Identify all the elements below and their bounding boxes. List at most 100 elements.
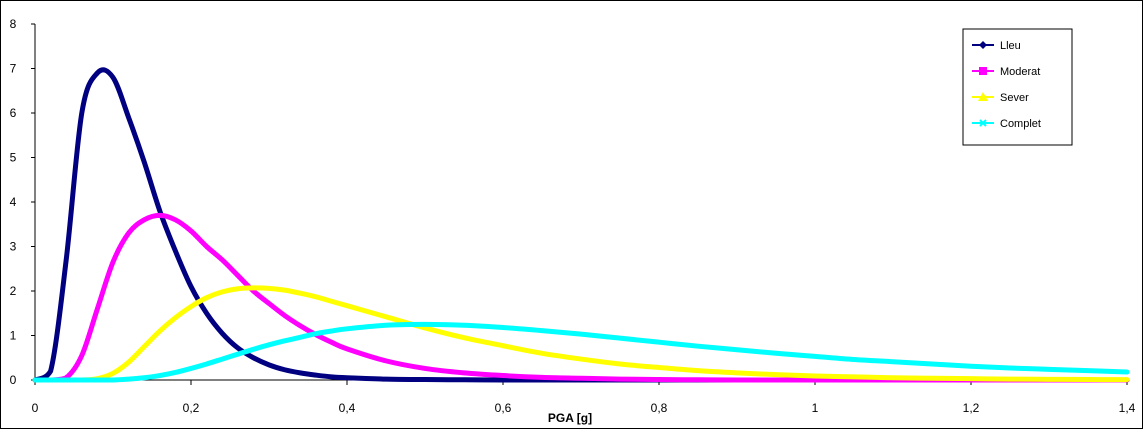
data-point-lleu bbox=[189, 284, 193, 289]
data-point-lleu bbox=[462, 378, 466, 382]
data-point-complet bbox=[891, 360, 895, 364]
data-point-lleu bbox=[64, 258, 68, 262]
data-point-lleu bbox=[95, 71, 99, 75]
y-tick-label: 8 bbox=[10, 17, 17, 31]
data-point-moderat bbox=[384, 359, 388, 363]
data-point-sever bbox=[205, 296, 209, 300]
data-point-sever bbox=[579, 357, 583, 361]
x-tick-label: 0,4 bbox=[339, 401, 356, 415]
legend-label-complet: Complet bbox=[1000, 118, 1041, 130]
data-point-lleu bbox=[423, 377, 427, 382]
data-point-complet bbox=[111, 378, 115, 382]
data-point-lleu bbox=[501, 378, 505, 382]
y-tick-label: 5 bbox=[10, 151, 17, 165]
data-point-sever bbox=[267, 286, 271, 290]
data-point-complet bbox=[735, 348, 739, 352]
data-point-lleu bbox=[220, 331, 224, 335]
y-tick-label: 1 bbox=[10, 329, 17, 343]
data-point-sever bbox=[930, 376, 934, 380]
data-point-moderat bbox=[236, 273, 240, 278]
data-point-sever bbox=[220, 290, 224, 294]
data-point-sever bbox=[813, 374, 817, 378]
x-tick-label: 0 bbox=[32, 401, 39, 415]
data-point-complet bbox=[95, 378, 99, 382]
data-point-complet bbox=[540, 329, 544, 333]
data-point-lleu bbox=[329, 375, 333, 379]
data-point-complet bbox=[423, 322, 427, 326]
data-point-complet bbox=[696, 344, 700, 348]
data-point-sever bbox=[142, 345, 146, 349]
data-point-complet bbox=[1125, 370, 1129, 374]
data-point-sever bbox=[423, 326, 427, 330]
y-tick-labels: 0 1 2 3 4 5 6 7 8 bbox=[10, 17, 35, 387]
data-point-sever bbox=[329, 299, 333, 303]
x-tick-label: 0,2 bbox=[183, 401, 200, 415]
data-point-lleu bbox=[345, 376, 349, 380]
data-point-complet bbox=[283, 339, 287, 343]
data-point-complet bbox=[298, 335, 302, 339]
data-point-sever bbox=[314, 295, 318, 299]
data-point-sever bbox=[1008, 377, 1012, 381]
data-point-sever bbox=[1047, 377, 1051, 381]
data-point-moderat bbox=[142, 218, 146, 222]
data-point-moderat bbox=[158, 213, 162, 217]
data-point-complet bbox=[251, 347, 255, 351]
data-point-sever bbox=[891, 376, 895, 380]
data-point-complet bbox=[49, 378, 53, 382]
data-point-complet bbox=[1047, 367, 1051, 371]
data-point-moderat bbox=[540, 375, 544, 379]
data-point-complet bbox=[852, 357, 856, 362]
data-point-moderat bbox=[267, 301, 271, 306]
data-point-moderat bbox=[298, 324, 302, 328]
y-tick-label: 3 bbox=[10, 240, 17, 254]
y-tick-label: 6 bbox=[10, 106, 17, 120]
data-point-complet bbox=[501, 325, 505, 330]
data-point-lleu bbox=[205, 311, 209, 315]
data-point-sever bbox=[173, 316, 177, 320]
y-tick-label: 4 bbox=[10, 195, 17, 209]
data-point-lleu bbox=[158, 209, 162, 213]
data-point-moderat bbox=[735, 378, 739, 382]
data-point-complet bbox=[930, 362, 934, 366]
legend-label-lleu: Lleu bbox=[1000, 40, 1021, 52]
data-point-sever bbox=[384, 315, 388, 319]
legend: Lleu Moderat Sever Complet bbox=[962, 28, 1073, 146]
x-tick-label: 1 bbox=[812, 401, 819, 415]
data-point-moderat bbox=[205, 244, 209, 249]
data-point-sever bbox=[298, 291, 302, 295]
data-point-sever bbox=[158, 329, 162, 333]
data-point-sever bbox=[345, 304, 349, 308]
data-point-complet bbox=[220, 357, 224, 361]
data-point-complet bbox=[969, 364, 973, 368]
data-point-moderat bbox=[220, 258, 224, 262]
data-point-lleu bbox=[49, 369, 53, 373]
data-point-sever bbox=[1125, 378, 1129, 382]
x-tick-label: 1,4 bbox=[1119, 401, 1136, 415]
data-point-complet bbox=[205, 362, 209, 366]
data-point-complet bbox=[1086, 369, 1090, 373]
legend-marker-sever bbox=[978, 92, 988, 101]
data-point-moderat bbox=[189, 229, 193, 233]
data-point-sever bbox=[462, 336, 466, 340]
data-point-sever bbox=[774, 373, 778, 377]
data-point-sever bbox=[251, 286, 255, 290]
data-point-complet bbox=[236, 352, 240, 356]
data-point-moderat bbox=[501, 373, 505, 378]
data-point-complet bbox=[142, 376, 146, 380]
series-markers-complet bbox=[33, 322, 1129, 382]
data-point-moderat bbox=[345, 347, 349, 351]
data-point-moderat bbox=[111, 260, 115, 264]
data-point-lleu bbox=[298, 371, 302, 375]
data-point-complet bbox=[579, 332, 583, 336]
data-point-complet bbox=[158, 373, 162, 378]
x-axis-title: PGA [g] bbox=[548, 411, 592, 425]
x-tick-label: 1,2 bbox=[963, 401, 980, 415]
series-layer bbox=[32, 67, 1130, 383]
data-point-moderat bbox=[657, 377, 661, 382]
data-point-sever bbox=[1086, 377, 1090, 382]
data-point-moderat bbox=[80, 353, 84, 358]
data-point-sever bbox=[540, 351, 544, 355]
data-point-complet bbox=[127, 377, 131, 381]
data-point-complet bbox=[173, 370, 177, 375]
data-point-lleu bbox=[111, 75, 115, 79]
